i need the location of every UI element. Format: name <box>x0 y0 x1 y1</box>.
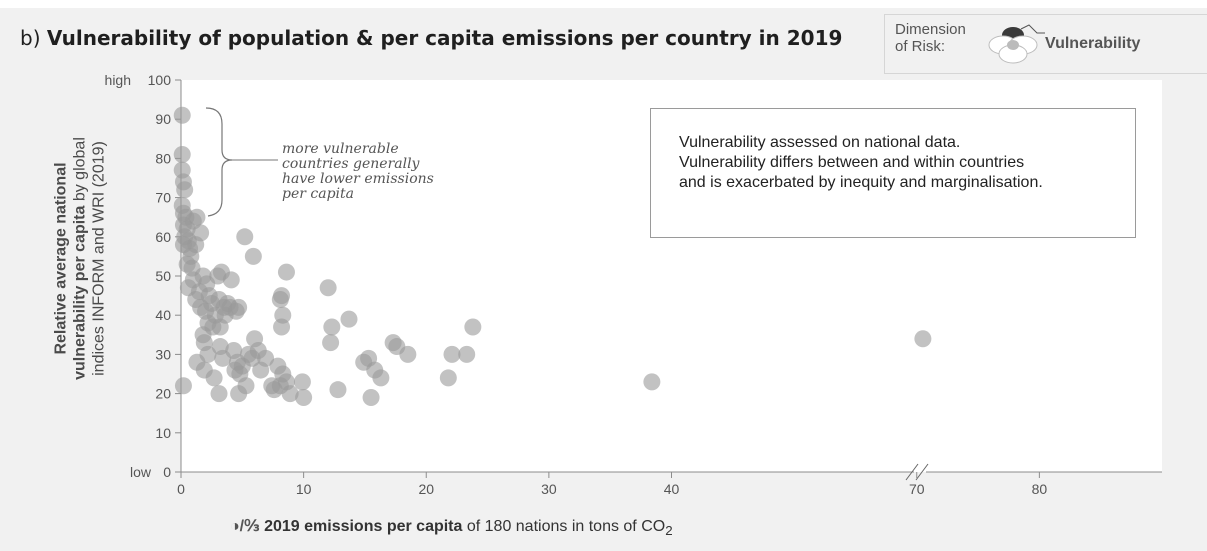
data-point <box>176 181 194 199</box>
data-point <box>329 381 347 399</box>
data-point <box>323 318 341 336</box>
data-point <box>372 369 390 387</box>
annotation-line2: countries generally <box>282 156 420 172</box>
x-axis-title: ◑/↉ 2019 emissions per capita of 180 nat… <box>230 516 673 538</box>
x-tick-label: 70 <box>909 481 925 497</box>
data-point <box>244 247 262 265</box>
y-tick-label: 80 <box>155 150 171 166</box>
dimension-label: Dimension of Risk: <box>895 21 966 55</box>
x-axis-title-bold: 2019 emissions per capita <box>264 518 463 535</box>
data-point <box>174 377 192 395</box>
axis-break-mark <box>915 463 929 481</box>
data-point <box>399 345 417 363</box>
x-tick-label: 80 <box>1032 481 1048 497</box>
y-tick-label: 60 <box>155 229 171 245</box>
x-tick-label: 20 <box>418 481 434 497</box>
annotation-line3: have lower emissions <box>282 171 434 187</box>
dimension-label-line2: of Risk: <box>895 38 946 55</box>
data-point <box>211 318 229 336</box>
data-point <box>205 369 223 387</box>
dimension-value: Vulnerability <box>1045 35 1141 52</box>
data-point <box>362 389 380 407</box>
data-point <box>257 349 275 367</box>
title-text: Vulnerability of population & per capita… <box>46 26 843 50</box>
data-point <box>173 106 191 124</box>
data-point <box>319 279 337 297</box>
y-tick-label: 50 <box>155 268 171 284</box>
data-point <box>293 373 311 391</box>
data-point <box>211 338 229 356</box>
dimension-label-line1: Dimension <box>895 21 966 38</box>
data-point <box>222 271 240 289</box>
data-point <box>188 208 206 226</box>
data-point <box>914 330 932 348</box>
annotation-text: more vulnerable countries generally have… <box>282 142 434 202</box>
dimension-of-risk-legend: Dimension of Risk: Vulnerability <box>884 14 1207 74</box>
data-point <box>173 145 191 163</box>
data-point <box>277 263 295 281</box>
axes: 0 10 20 30 40 50 60 70 80 90 100 high low 0 10 20 30 40 70… <box>105 72 1162 497</box>
note-line3: and is exacerbated by inequity and margi… <box>679 174 1043 191</box>
y-tick-label: 90 <box>155 111 171 127</box>
data-points <box>173 106 932 407</box>
emissions-per-person-icon: ◑/↉ <box>230 518 260 535</box>
data-point <box>227 302 245 320</box>
data-point <box>322 334 340 352</box>
y-tick-label: 10 <box>155 425 171 441</box>
y-low-label: low <box>130 464 152 480</box>
data-point <box>230 385 248 403</box>
note-line1: Vulnerability assessed on national data. <box>679 134 961 151</box>
note-line2: Vulnerability differs between and within… <box>679 154 1025 171</box>
x-tick-label: 10 <box>296 481 312 497</box>
data-point <box>210 385 228 403</box>
note-box: Vulnerability assessed on national data.… <box>650 108 1136 238</box>
title-prefix: b) <box>20 26 41 50</box>
risk-venn-icon <box>988 24 1045 64</box>
chart-title: b) Vulnerability of population & per cap… <box>20 26 842 50</box>
y-tick-label: 40 <box>155 307 171 323</box>
data-point <box>443 345 461 363</box>
x-tick-label: 0 <box>177 481 185 497</box>
data-point <box>643 373 661 391</box>
y-tick-label: 70 <box>155 190 171 206</box>
y-tick-label: 100 <box>148 72 172 88</box>
y-tick-label: 30 <box>155 346 171 362</box>
x-axis-title-rest: of 180 nations in tons of CO <box>462 518 666 535</box>
y-tick-label: 0 <box>163 464 171 480</box>
axis-break-mark <box>905 463 919 481</box>
annotation-line1: more vulnerable <box>282 141 399 157</box>
x-axis-title-subscript: 2 <box>665 523 673 539</box>
data-point <box>236 228 254 246</box>
data-point <box>273 318 291 336</box>
x-tick-label: 30 <box>541 481 557 497</box>
data-point <box>464 318 482 336</box>
data-point <box>271 291 289 309</box>
data-point <box>281 385 299 403</box>
y-tick-label: 20 <box>155 386 171 402</box>
data-point <box>187 236 205 254</box>
data-point <box>295 389 313 407</box>
data-point <box>439 369 457 387</box>
annotation-line4: per capita <box>282 186 354 202</box>
data-point <box>458 345 476 363</box>
x-tick-label: 40 <box>664 481 680 497</box>
y-high-label: high <box>105 72 131 88</box>
data-point <box>340 310 358 328</box>
